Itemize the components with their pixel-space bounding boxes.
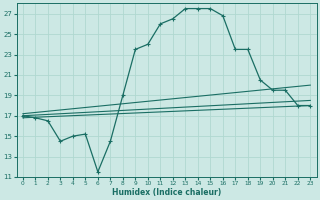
X-axis label: Humidex (Indice chaleur): Humidex (Indice chaleur) — [112, 188, 221, 197]
